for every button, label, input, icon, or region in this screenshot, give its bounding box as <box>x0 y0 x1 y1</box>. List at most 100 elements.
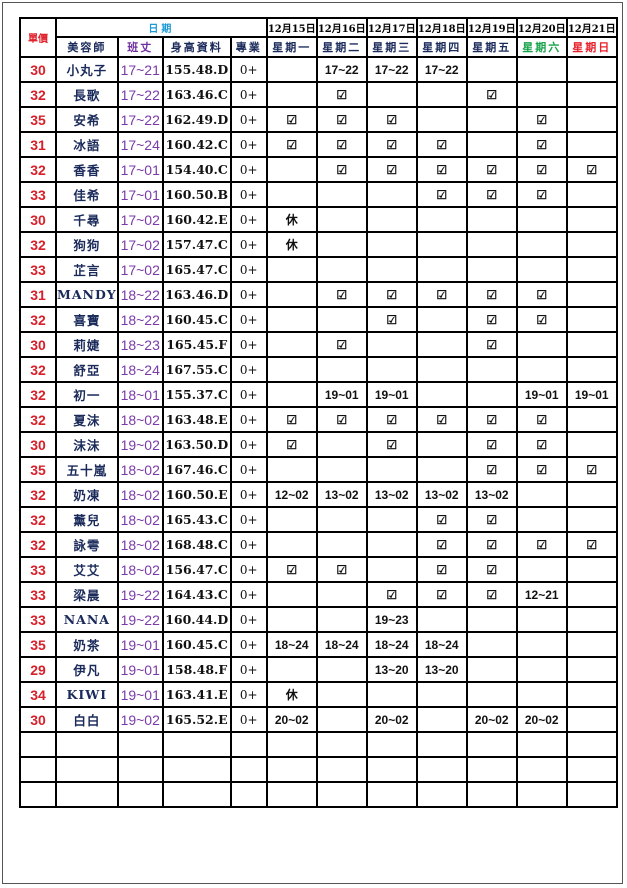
shift-cell: 18~02 <box>116 531 164 558</box>
empty-day-cell <box>565 356 618 383</box>
price-header: 單價 <box>19 17 57 58</box>
day-cell: 13~20 <box>365 656 418 683</box>
checkbox-checked-icon: ☑ <box>315 106 368 133</box>
empty-day-cell <box>565 206 618 233</box>
price-cell: 30 <box>19 56 57 83</box>
height-info-cell: 168.48.C <box>161 531 232 558</box>
empty-day-cell <box>415 356 468 383</box>
empty-cell <box>19 756 57 783</box>
checkbox-checked-icon: ☑ <box>315 556 368 583</box>
day-cell: 12~21 <box>515 581 568 608</box>
checkbox-checked-icon: ☑ <box>465 331 518 358</box>
day-cell: 18~24 <box>265 631 318 658</box>
day-cell: 18~24 <box>365 631 418 658</box>
shift-cell: 17~01 <box>116 181 164 208</box>
specialty-cell: 0+ <box>229 256 268 283</box>
empty-day-cell <box>465 231 518 258</box>
height-info-cell: 165.47.C <box>161 256 232 283</box>
checkbox-checked-icon: ☑ <box>465 456 518 483</box>
empty-cell <box>19 781 57 808</box>
checkbox-checked-icon: ☑ <box>565 531 618 558</box>
checkbox-checked-icon: ☑ <box>515 156 568 183</box>
beautician-name: 奶凍 <box>55 481 119 508</box>
empty-day-cell <box>465 206 518 233</box>
height-info-cell: 160.50.E <box>161 481 232 508</box>
table-row: 32 香香 17~01 154.40.C 0+ ☑ ☑ ☑ ☑ ☑ ☑ <box>19 156 618 183</box>
empty-day-cell <box>265 456 318 483</box>
specialty-cell: 0+ <box>229 606 268 633</box>
specialty-cell: 0+ <box>229 381 268 408</box>
empty-day-cell <box>515 506 568 533</box>
table-row: 30 莉婕 18~23 165.45.F 0+ ☑ ☑ <box>19 331 618 358</box>
empty-day-cell <box>315 231 368 258</box>
specialty-cell: 0+ <box>229 406 268 433</box>
empty-day-cell <box>365 81 418 108</box>
date-header: 12月19日 <box>465 17 518 38</box>
specialty-cell: 0+ <box>229 706 268 733</box>
empty-day-cell <box>565 331 618 358</box>
checkbox-checked-icon: ☑ <box>315 331 368 358</box>
checkbox-checked-icon: ☑ <box>515 131 568 158</box>
beautician-name: 五十嵐 <box>55 456 119 483</box>
empty-day-cell <box>565 706 618 733</box>
empty-cell <box>229 756 268 783</box>
specialty-cell: 0+ <box>229 306 268 333</box>
empty-day-cell <box>365 356 418 383</box>
date-header: 12月21日 <box>565 17 618 38</box>
table-row: 32 奶凍 18~02 160.50.E 0+ 12~02 13~02 13~02 13~02 1… <box>19 481 618 508</box>
price-cell: 30 <box>19 206 57 233</box>
specialty-cell: 0+ <box>229 331 268 358</box>
checkbox-checked-icon: ☑ <box>465 581 518 608</box>
shift-cell: 18~02 <box>116 556 164 583</box>
specialty-cell: 0+ <box>229 206 268 233</box>
empty-day-cell <box>465 656 518 683</box>
specialty-cell: 0+ <box>229 106 268 133</box>
empty-day-cell <box>565 431 618 458</box>
date-header: 12月20日 <box>515 17 568 38</box>
empty-day-cell <box>465 56 518 83</box>
empty-day-cell <box>265 531 318 558</box>
checkbox-checked-icon: ☑ <box>515 456 568 483</box>
checkbox-checked-icon: ☑ <box>465 506 518 533</box>
day-cell: 休 <box>265 231 318 258</box>
table-row: 33 芷言 17~02 165.47.C 0+ <box>19 256 618 283</box>
empty-day-cell <box>565 506 618 533</box>
beautician-name: 千尋 <box>55 206 119 233</box>
height-info-cell: 163.46.D <box>161 281 232 308</box>
table-row: 33 NANA 19~22 160.44.D 0+ 19~23 <box>19 606 618 633</box>
checkbox-checked-icon: ☑ <box>515 281 568 308</box>
empty-cell <box>161 781 232 808</box>
header-row-dates: 單價 日期 12月15日 12月16日 12月17日 12月18日 12月19日… <box>19 17 618 58</box>
shift-cell: 18~23 <box>116 331 164 358</box>
empty-row <box>19 756 618 783</box>
shift-cell: 19~22 <box>116 606 164 633</box>
price-cell: 32 <box>19 231 57 258</box>
height-info-cell: 163.41.E <box>161 681 232 708</box>
empty-day-cell <box>465 606 518 633</box>
height-info-cell: 160.42.C <box>161 131 232 158</box>
weekday-header-wed: 星期三 <box>365 36 418 58</box>
beautician-name: 艾艾 <box>55 556 119 583</box>
beautician-name: 香香 <box>55 156 119 183</box>
checkbox-checked-icon: ☑ <box>415 406 468 433</box>
price-cell: 29 <box>19 656 57 683</box>
shift-cell: 17~02 <box>116 206 164 233</box>
empty-day-cell <box>265 306 318 333</box>
checkbox-checked-icon: ☑ <box>515 531 568 558</box>
empty-cell <box>565 781 618 808</box>
day-cell: 20~02 <box>465 706 518 733</box>
empty-cell <box>415 756 468 783</box>
checkbox-checked-icon: ☑ <box>415 556 468 583</box>
height-info-cell: 167.55.C <box>161 356 232 383</box>
price-cell: 30 <box>19 431 57 458</box>
beautician-header: 美容師 <box>55 36 119 58</box>
empty-day-cell <box>465 631 518 658</box>
empty-day-cell <box>415 431 468 458</box>
price-cell: 33 <box>19 556 57 583</box>
specialty-cell: 0+ <box>229 681 268 708</box>
price-cell: 32 <box>19 506 57 533</box>
empty-cell <box>465 781 518 808</box>
empty-day-cell <box>415 681 468 708</box>
table-row: 33 梁晨 19~22 164.43.C 0+ ☑ ☑ ☑ 12~21 <box>19 581 618 608</box>
empty-day-cell <box>565 256 618 283</box>
